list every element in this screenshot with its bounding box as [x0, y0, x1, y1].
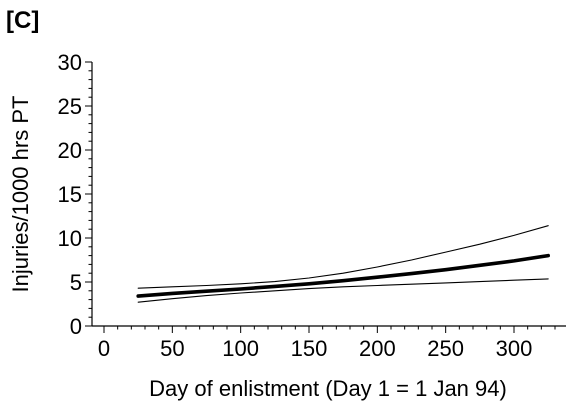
y-axis-title: Injuries/1000 hrs PT: [8, 96, 33, 293]
y-tick-label: 5: [70, 270, 82, 295]
x-tick-label: 250: [427, 336, 464, 361]
plot-area: 0 5 10 15 20 25 30 0 50 100 150 200 250 300: [58, 50, 566, 361]
series-line-estimate: [136, 253, 551, 298]
y-tick-label: 10: [58, 226, 82, 251]
y-tick-label: 25: [58, 94, 82, 119]
x-ticks: 0 50 100 150 200 250 300: [98, 326, 556, 361]
y-ticks: 0 5 10 15 20 25 30: [58, 50, 92, 339]
y-tick-label: 15: [58, 182, 82, 207]
x-tick-label: 0: [98, 336, 110, 361]
x-tick-label: 150: [291, 336, 328, 361]
x-axis-title: Day of enlistment (Day 1 = 1 Jan 94): [149, 376, 507, 401]
y-tick-label: 0: [70, 314, 82, 339]
panel-label: [C]: [6, 7, 39, 34]
series-group: [136, 225, 551, 303]
x-tick-label: 100: [222, 336, 259, 361]
y-tick-label: 30: [58, 50, 82, 75]
y-tick-label: 20: [58, 138, 82, 163]
x-tick-label: 300: [496, 336, 533, 361]
x-tick-label: 200: [359, 336, 396, 361]
series-line-upper-bound: [137, 225, 549, 289]
x-tick-label: 50: [160, 336, 184, 361]
series-line-lower-bound: [137, 278, 549, 303]
